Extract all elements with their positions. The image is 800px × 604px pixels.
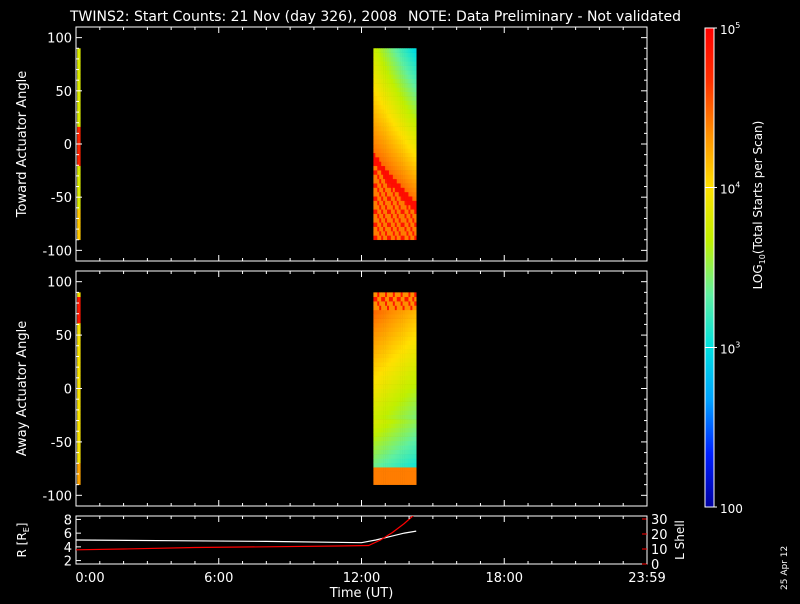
away-ytick-label: -100 bbox=[42, 489, 72, 504]
orbit-left-ytick-label: 6 bbox=[64, 527, 72, 542]
toward-panel: 100 50 0 -50 -100 Toward Actuator Angle bbox=[15, 26, 648, 262]
orbit-left-ytick-label: 2 bbox=[64, 555, 72, 570]
time-tick-label: 0:00 bbox=[75, 571, 104, 586]
toward-data-block bbox=[373, 48, 417, 241]
time-tick-label: 18:00 bbox=[486, 571, 523, 586]
toward-ylabel: Toward Actuator Angle bbox=[15, 71, 30, 218]
orbit-plot-area bbox=[75, 515, 648, 565]
toward-plot-area bbox=[76, 27, 647, 261]
toward-ytick-label: 50 bbox=[55, 85, 72, 100]
orbit-right-ytick-label: 20 bbox=[651, 528, 668, 543]
away-ytick-label: -50 bbox=[51, 436, 72, 451]
time-tick-label: 12:00 bbox=[343, 571, 380, 586]
orbit-left-ytick-label: 4 bbox=[64, 541, 72, 556]
colorbar-label: LOG10(Total Starts per Scan) bbox=[751, 121, 767, 290]
orbit-right-ytick-label: 10 bbox=[651, 543, 668, 558]
colorbar-tick-label: 100 bbox=[720, 502, 743, 516]
colorbar-gradient bbox=[704, 27, 715, 508]
orbit-left-ytick-label: 8 bbox=[64, 513, 72, 528]
toward-ytick-label: -50 bbox=[51, 191, 72, 206]
colorbar-tick-label: 104 bbox=[720, 181, 740, 197]
lshell-axis-label: L Shell bbox=[673, 520, 687, 560]
time-tick-label: 6:00 bbox=[204, 571, 233, 586]
radius-axis-label: R [RE] bbox=[15, 523, 31, 558]
away-panel: 100 50 0 -50 -100 Away Actuator Angle bbox=[15, 270, 648, 507]
toward-ytick-label: 0 bbox=[64, 138, 72, 153]
time-axis-label: Time (UT) bbox=[329, 586, 394, 600]
preliminary-note: NOTE: Data Preliminary - Not validated bbox=[408, 9, 681, 25]
away-plot-area bbox=[76, 271, 647, 506]
toward-ytick-label: 100 bbox=[47, 32, 72, 47]
orbit-right-ytick-label: 30 bbox=[651, 513, 668, 528]
time-tick-label: 23:59 bbox=[628, 571, 665, 586]
away-ytick-label: 100 bbox=[47, 276, 72, 291]
away-ytick-label: 0 bbox=[64, 383, 72, 398]
orbit-right-ytick-label: 0 bbox=[651, 558, 659, 573]
toward-ytick-label: -100 bbox=[42, 244, 72, 259]
lshell-series-line bbox=[76, 516, 414, 551]
colorbar-tick-label: 105 bbox=[720, 21, 740, 37]
colorbar-tick-label: 103 bbox=[720, 340, 740, 356]
radius-series-line bbox=[76, 530, 417, 544]
away-data-block bbox=[373, 292, 417, 485]
side-date: 25 Apr 12 bbox=[780, 546, 790, 590]
colorbar: 105 104 103 100 LOG10(Total Starts per Scan) bbox=[704, 21, 767, 516]
away-ytick-label: 50 bbox=[55, 329, 72, 344]
plot-title: TWINS2: Start Counts: 21 Nov (day 326), … bbox=[69, 9, 397, 25]
away-ylabel: Away Actuator Angle bbox=[15, 321, 30, 456]
